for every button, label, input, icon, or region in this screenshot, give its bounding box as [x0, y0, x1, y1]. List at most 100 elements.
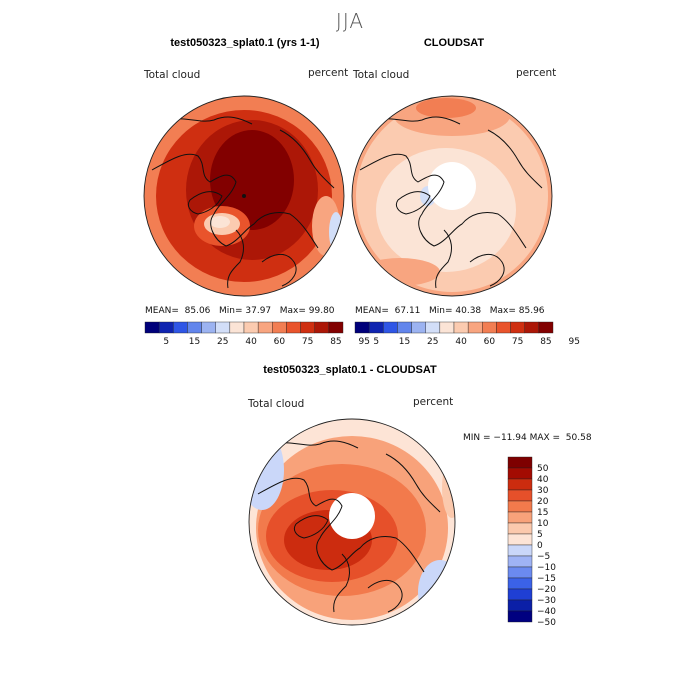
panel3-colorbar-tick: 50	[537, 464, 549, 474]
panel3-colorbar-tick: 5	[537, 530, 543, 540]
panel2-title: CLOUDSAT	[423, 37, 485, 49]
panel1-colorbar-box	[229, 321, 245, 334]
panel1-colorbar-tick: 25	[217, 337, 228, 347]
panel1-coastlines	[151, 116, 335, 289]
panel1-max-value: 99.80	[308, 306, 335, 316]
panel2-colorbar-box	[397, 321, 412, 334]
panel3-coastlines	[257, 440, 441, 613]
panel1-colorbar-tick: 60	[274, 337, 286, 347]
panel3-colorbar-box	[507, 610, 533, 623]
panel3-map-border	[248, 418, 456, 626]
panel3-colorbar-box	[507, 599, 533, 612]
panel1-colorbar-box	[243, 321, 259, 334]
panel1-mean-value: 85.06	[184, 306, 211, 316]
panel2-min-value: 40.38	[455, 306, 482, 316]
panel2-colorbar-tick: 60	[484, 337, 496, 347]
panel1-mean-label: MEAN=	[145, 306, 179, 316]
panel3-colorbar-tick: 0	[537, 541, 543, 551]
panel2-colorbar-tick: 85	[540, 337, 551, 347]
panel2-colorbar-box	[467, 321, 483, 334]
panel1-colorbar-box	[328, 321, 344, 334]
panel2-colorbar: 5 15 25 40 60 75 85 95	[354, 321, 580, 347]
panel1-pole-marker	[242, 194, 246, 198]
panel1-colorbar-box	[314, 321, 330, 334]
panel1-colorbar-box	[215, 321, 231, 334]
panel3-colorbar-tick: −50	[537, 618, 556, 628]
panel1-map-border	[143, 95, 345, 297]
panel2-colorbar-tick: 40	[455, 337, 467, 347]
panel2-coastlines	[359, 116, 543, 289]
panel1-colorbar-tick: 40	[245, 337, 257, 347]
panel3-colorbar-tick: 15	[537, 508, 548, 518]
panel3-colorbar-tick: −30	[537, 596, 556, 606]
panel2-colorbar-box	[439, 321, 455, 334]
panel3-stats: MIN = −11.94 MAX = 50.58	[463, 433, 592, 443]
panel2-stats: MEAN= 67.11 Min= 40.38 Max= 85.96	[355, 306, 545, 316]
panel2-colorbar-box	[425, 321, 441, 334]
panel3-colorbar-box	[507, 456, 533, 469]
panel3-colorbar-tick: −15	[537, 574, 556, 584]
panel1-colorbar-box	[286, 321, 301, 334]
panel1-colorbar-box	[300, 321, 315, 334]
panel2-colorbar-box	[453, 321, 469, 334]
panel1-min-value: 37.97	[245, 306, 272, 316]
panel2-colorbar-box	[383, 321, 398, 334]
panel2-mean-value: 67.11	[394, 306, 421, 316]
panel2-colorbar-box	[510, 321, 525, 334]
panel3-contour-negative-south	[418, 560, 455, 624]
panel1-colorbar-tick: 15	[189, 337, 200, 347]
panel2-colorbar-tick: 95	[568, 337, 579, 347]
panel3-variable-label: Total cloud	[248, 398, 305, 410]
panel1-colorbar-tick: 75	[302, 337, 313, 347]
panel1-max-label: Max=	[279, 306, 306, 316]
panel3-colorbar-tick: −40	[537, 607, 556, 617]
panel1-contour-greenland-40	[210, 216, 230, 228]
panel3-colorbar-box	[507, 478, 533, 491]
panel1-colorbar: 5 15 25 40 60 75 85 95	[144, 321, 370, 347]
panel3-title: test050323_splat0.1 - CLOUDSAT	[263, 364, 437, 376]
season-title: JJA	[335, 9, 365, 33]
panel2-mean-label: MEAN=	[355, 306, 389, 316]
panel3-colorbar-box	[507, 555, 533, 568]
panel2-colorbar-tick: 25	[427, 337, 438, 347]
panel2-map-border	[351, 95, 553, 297]
panel2-colorbar-box	[354, 321, 370, 334]
panel3-contour-negative-west	[249, 430, 284, 510]
panel1-colorbar-box	[158, 321, 174, 334]
panel3-colorbar-box	[507, 533, 533, 546]
panel1-contour-95	[210, 130, 294, 230]
panel3-polar-hole	[329, 493, 375, 539]
panel1-variable-label: Total cloud	[144, 69, 201, 81]
panel2-colorbar-tick: 5	[373, 337, 379, 347]
panel3-units-label: percent	[413, 396, 454, 408]
panel3-colorbar-tick: 30	[537, 486, 549, 496]
panel3-colorbar-tick: 20	[537, 497, 549, 507]
panel3-colorbar-tick: 40	[537, 475, 549, 485]
panel1-colorbar-box	[173, 321, 188, 334]
panel3-colorbar-box	[507, 577, 533, 590]
panel1-map	[143, 95, 345, 297]
panel2-max-value: 85.96	[518, 306, 545, 316]
panel2-colorbar-box	[482, 321, 497, 334]
panel3-contour-positive-east	[442, 458, 455, 518]
panel2-contour-north-85	[416, 98, 476, 118]
panel1-colorbar-box	[257, 321, 273, 334]
panel2-colorbar-box	[411, 321, 426, 334]
panel1-units-label: percent	[308, 67, 349, 79]
panel2-variable-label: Total cloud	[353, 69, 410, 81]
panel2-colorbar-box	[538, 321, 554, 334]
panel1-colorbar-tick: 95	[358, 337, 369, 347]
panel3-map	[248, 418, 456, 626]
panel3-colorbar-box	[507, 467, 533, 480]
panel2-contour-40	[376, 148, 516, 272]
panel2-map	[351, 95, 553, 297]
panel1-title: test050323_splat0.1 (yrs 1-1)	[170, 37, 320, 49]
panel3-colorbar-tick: −10	[537, 563, 556, 573]
panel1-colorbar-box	[272, 321, 287, 334]
panel1-colorbar-box	[201, 321, 216, 334]
panel1-min-label: Min=	[218, 306, 243, 316]
panel3-colorbar-box	[507, 588, 533, 601]
panel3-colorbar-box	[507, 544, 533, 557]
